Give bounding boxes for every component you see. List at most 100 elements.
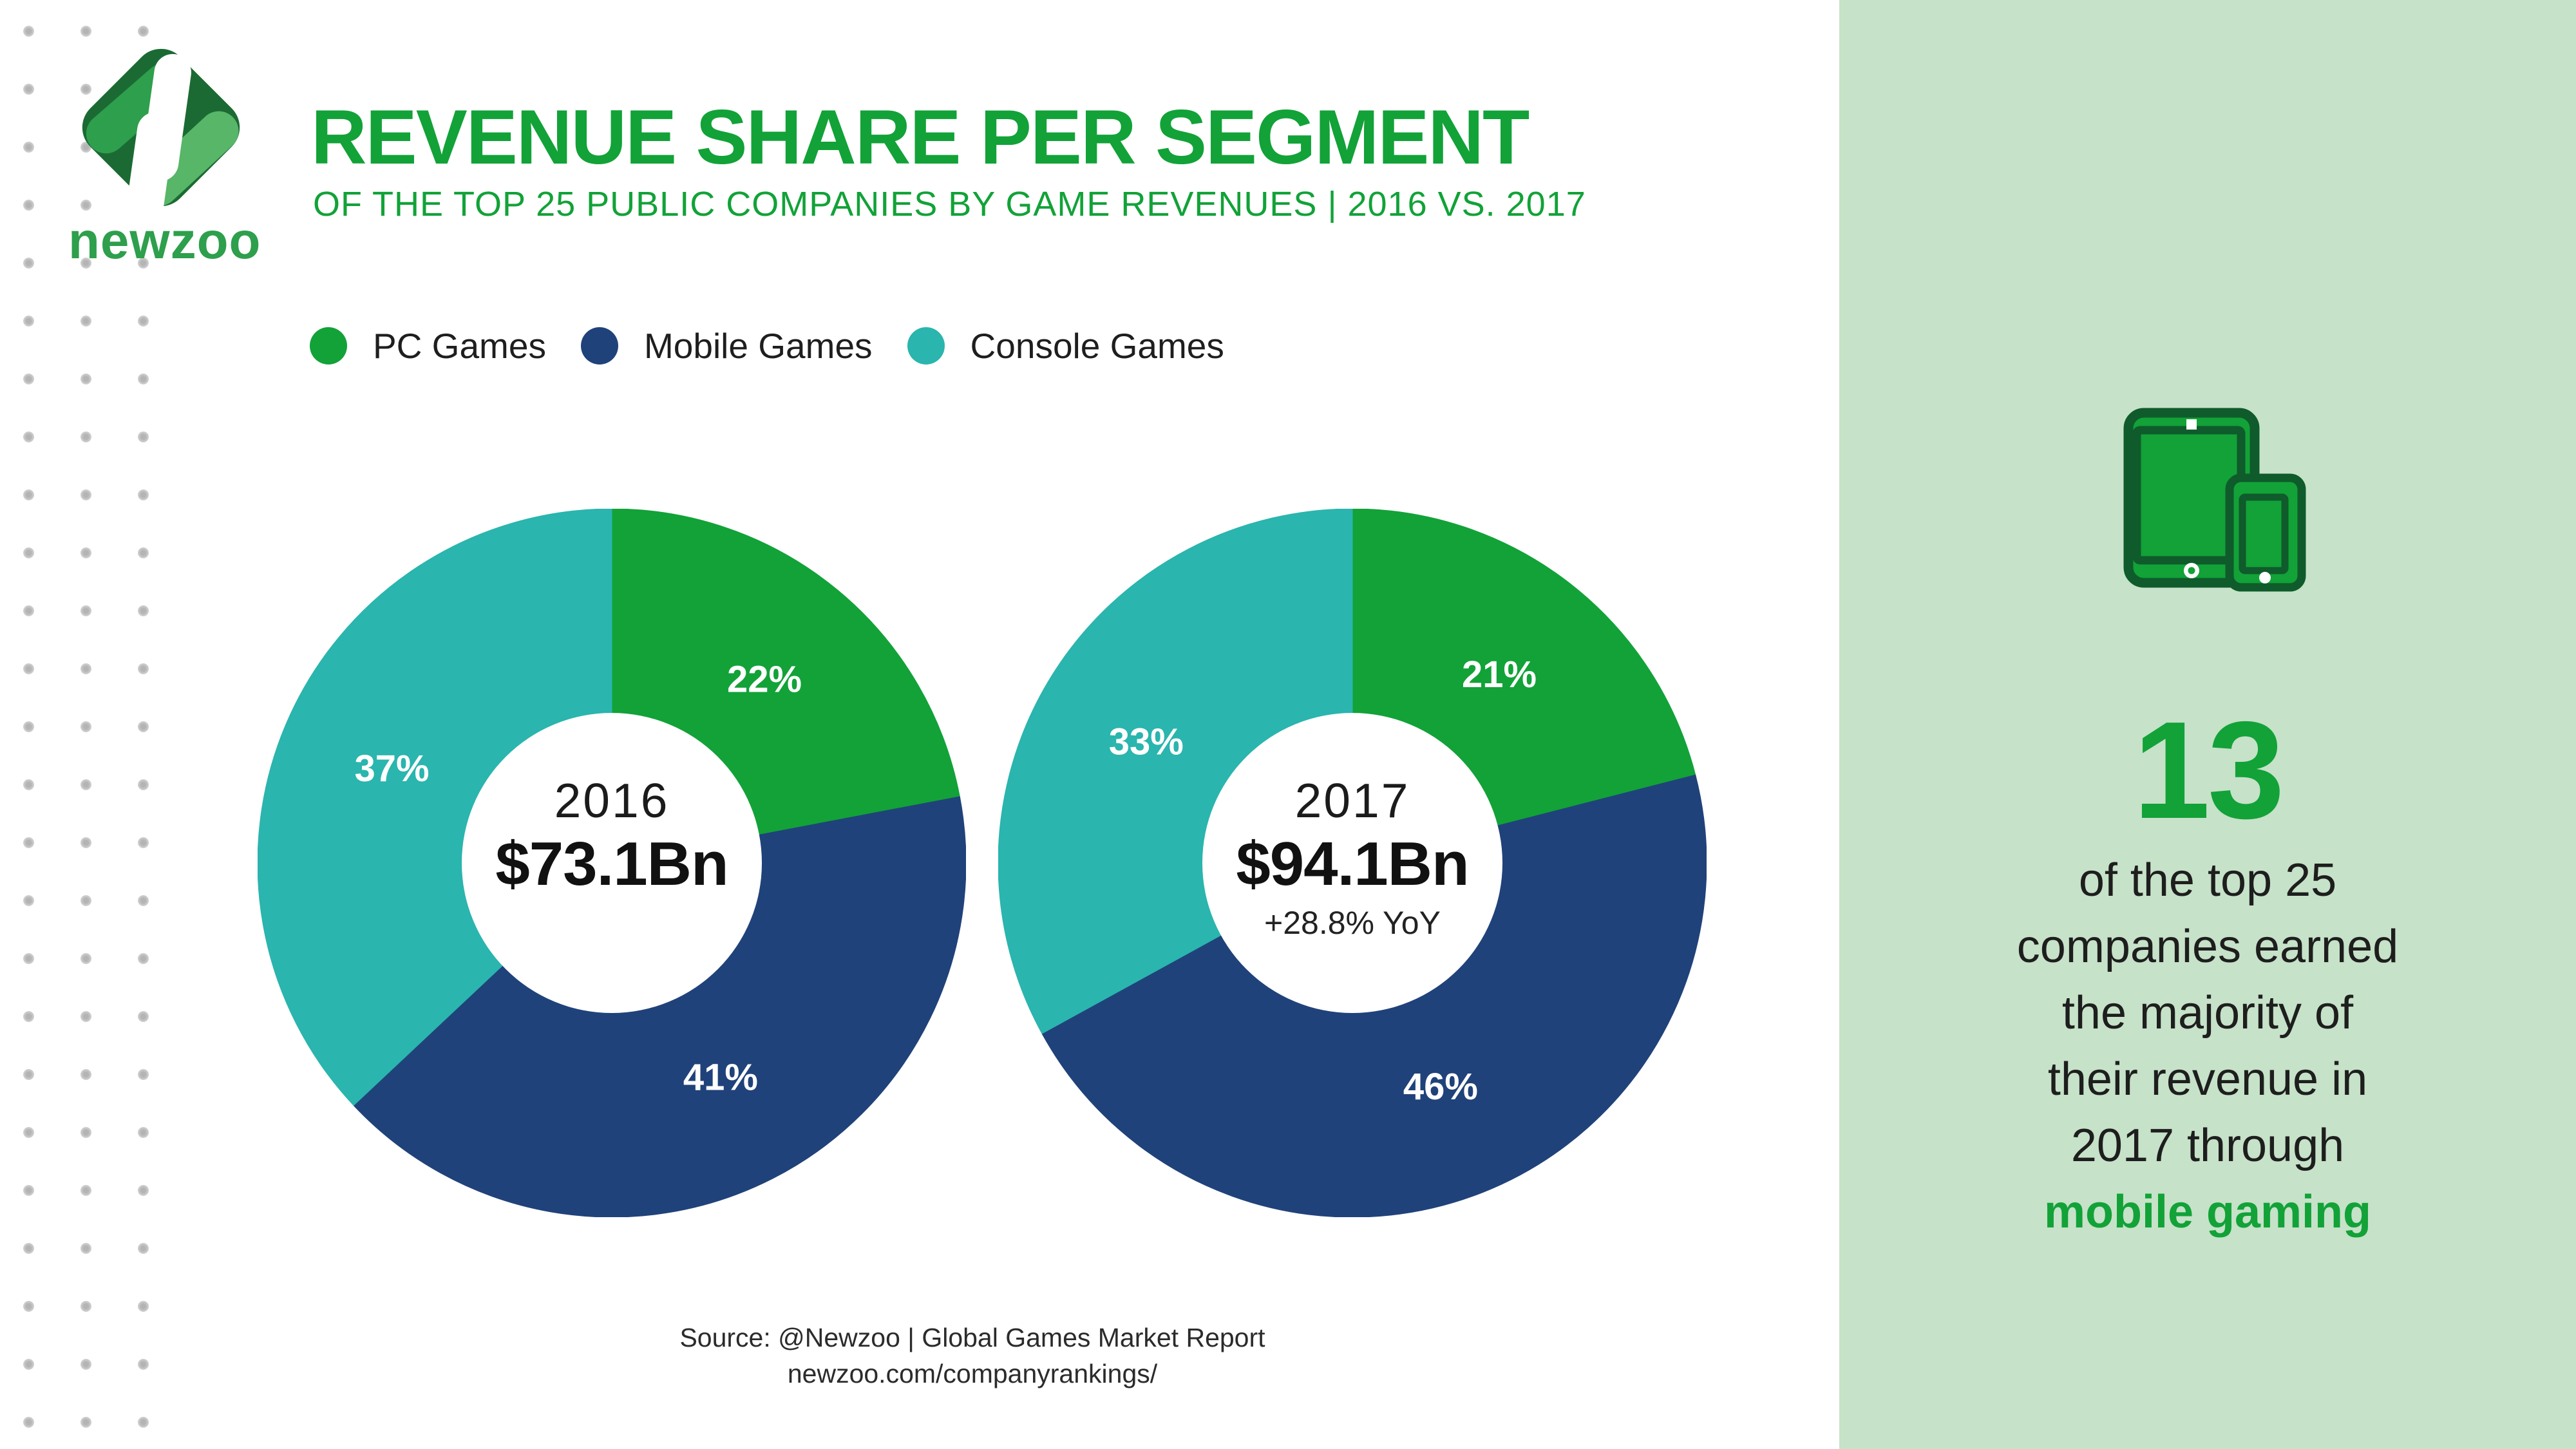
background-dot — [80, 1242, 91, 1254]
source-block: Source: @Newzoo | Global Games Market Re… — [580, 1320, 1365, 1392]
fact-line: 2017 through — [2070, 1120, 2345, 1171]
background-dot — [23, 1068, 34, 1080]
background-dot — [80, 489, 91, 500]
background-dot — [80, 373, 91, 384]
legend-item-mobile-games: Mobile Games — [580, 325, 873, 366]
legend-item-console-games: Console Games — [907, 325, 1224, 366]
legend-label: Mobile Games — [643, 326, 873, 366]
background-dot — [23, 257, 34, 269]
slice-percent-label: 22% — [727, 658, 802, 700]
background-dot — [137, 1416, 149, 1428]
background-dot — [80, 721, 91, 732]
background-dot — [80, 1068, 91, 1080]
legend-dot-pc-games — [310, 327, 347, 365]
newzoo-wordmark: newzoo — [68, 212, 261, 269]
fact-text: of the top 25 companies earned the major… — [1839, 848, 2576, 1245]
background-dot — [80, 1416, 91, 1428]
background-dot — [80, 1358, 91, 1370]
fact-line: their revenue in — [2047, 1054, 2368, 1105]
background-dot — [137, 1358, 149, 1370]
background-dot — [137, 1184, 149, 1196]
page-title: REVENUE SHARE PER SEGMENT — [311, 94, 1530, 180]
background-dot — [137, 952, 149, 964]
background-dot — [80, 83, 91, 95]
background-dot — [23, 373, 34, 384]
background-dot — [23, 547, 34, 558]
source-attribution: Source: @Newzoo | Global Games Market Re… — [679, 1323, 1265, 1352]
background-dot — [137, 663, 149, 674]
background-dot — [23, 489, 34, 500]
tablet-icon — [2123, 408, 2260, 588]
background-dot — [23, 837, 34, 848]
background-dot — [23, 721, 34, 732]
background-dot — [137, 315, 149, 327]
smartphone-home-button — [2259, 572, 2271, 583]
chart-legend: PC Games Mobile Games Console Games — [310, 325, 1224, 366]
slice-percent-label: 33% — [1109, 721, 1184, 762]
background-dot — [137, 25, 149, 37]
background-dot — [23, 1242, 34, 1254]
background-dot — [137, 257, 149, 269]
fact-line: companies earned — [2016, 921, 2399, 972]
background-dot — [23, 605, 34, 616]
background-dot — [137, 1242, 149, 1254]
background-dot — [80, 1300, 91, 1312]
background-dot — [137, 1010, 149, 1022]
legend-dot-console-games — [907, 327, 945, 365]
slice-percent-label: 46% — [1403, 1066, 1478, 1108]
donut-slice-mobile-games — [353, 796, 966, 1217]
background-dot — [137, 1068, 149, 1080]
background-dot — [23, 1010, 34, 1022]
background-dot — [137, 605, 149, 616]
background-dot — [80, 895, 91, 906]
background-dot — [80, 25, 91, 37]
background-dot — [80, 605, 91, 616]
source-url: newzoo.com/companyrankings/ — [787, 1359, 1158, 1388]
background-dot — [23, 1126, 34, 1138]
background-dot — [80, 547, 91, 558]
legend-dot-mobile-games — [580, 327, 618, 365]
background-dot — [80, 952, 91, 964]
background-dot — [137, 373, 149, 384]
background-dot — [23, 663, 34, 674]
background-dot — [137, 1300, 149, 1312]
fact-number: 13 — [2133, 692, 2284, 848]
background-dot — [80, 257, 91, 269]
background-dot — [137, 779, 149, 790]
background-dot — [23, 25, 34, 37]
background-dot — [23, 199, 34, 211]
sidebar-panel: 13 of the top 25 companies earned the ma… — [1839, 0, 2576, 1449]
background-dot — [80, 779, 91, 790]
page-subtitle: OF THE TOP 25 PUBLIC COMPANIES BY GAME R… — [313, 185, 1586, 223]
slice-percent-label: 37% — [355, 748, 430, 790]
background-dot — [137, 721, 149, 732]
smartphone-icon — [2225, 473, 2306, 592]
background-dot — [137, 431, 149, 442]
slice-percent-label: 41% — [683, 1056, 758, 1098]
background-dot — [23, 895, 34, 906]
background-dot — [23, 952, 34, 964]
tablet-and-smartphone-icon — [2123, 408, 2306, 592]
background-dot — [23, 431, 34, 442]
background-dot — [80, 1126, 91, 1138]
donut-slice-console-games — [258, 509, 612, 1106]
background-dot — [23, 1184, 34, 1196]
legend-label: PC Games — [373, 326, 546, 366]
background-dot — [23, 1416, 34, 1428]
background-dot — [137, 547, 149, 558]
background-dot — [80, 1184, 91, 1196]
background-dot — [23, 83, 34, 95]
background-dot — [23, 779, 34, 790]
background-dot — [137, 1126, 149, 1138]
fact-line: the majority of — [2061, 987, 2354, 1039]
slice-percent-label: 21% — [1462, 654, 1537, 696]
newzoo-logo-icon — [82, 48, 240, 218]
background-dot — [80, 837, 91, 848]
tablet-camera-dot — [2186, 419, 2197, 430]
background-dot — [80, 315, 91, 327]
background-dot — [23, 1358, 34, 1370]
background-dot — [80, 431, 91, 442]
background-dot — [23, 315, 34, 327]
legend-label: Console Games — [970, 326, 1224, 366]
